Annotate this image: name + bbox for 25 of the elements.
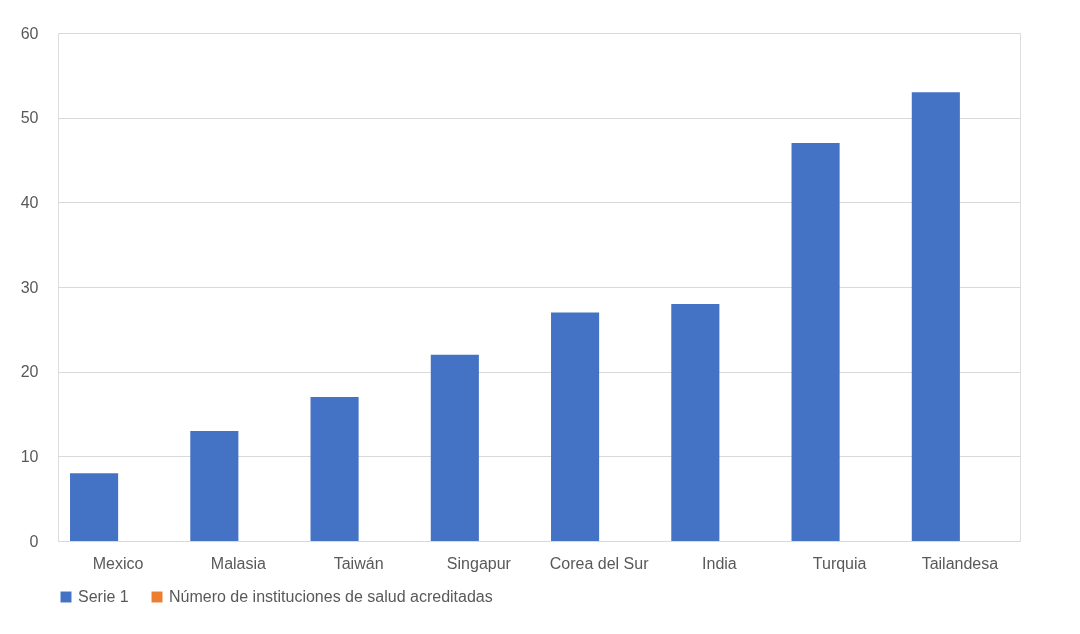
y-tick-label: 10	[20, 447, 39, 465]
bar	[791, 143, 840, 541]
legend-label: Serie 1	[78, 588, 129, 605]
y-tick-label: 30	[20, 278, 39, 296]
bar	[190, 430, 239, 541]
y-tick-label: 20	[20, 363, 39, 381]
y-tick-label: 40	[20, 193, 39, 211]
x-tick-label: Turquia	[812, 554, 867, 572]
bar	[671, 303, 720, 541]
legend-label: Número de instituciones de salud acreditadas	[169, 588, 493, 605]
x-tick-label: India	[702, 554, 737, 572]
x-tick-label: Tailandesa	[921, 554, 999, 572]
x-tick-label: Singapur	[446, 554, 512, 572]
bar	[911, 92, 960, 541]
x-tick-label: Corea del Sur	[549, 554, 650, 572]
bar	[430, 354, 479, 541]
y-tick-label: 60	[20, 24, 39, 42]
bar	[70, 473, 119, 541]
x-tick-label: Taiwán	[333, 554, 384, 572]
bar	[310, 397, 359, 541]
x-tick-label: Malasia	[210, 554, 267, 572]
x-tick-label: Mexico	[92, 554, 144, 572]
bar	[551, 312, 600, 541]
y-tick-label: 0	[29, 532, 39, 550]
y-tick-label: 50	[20, 109, 39, 127]
